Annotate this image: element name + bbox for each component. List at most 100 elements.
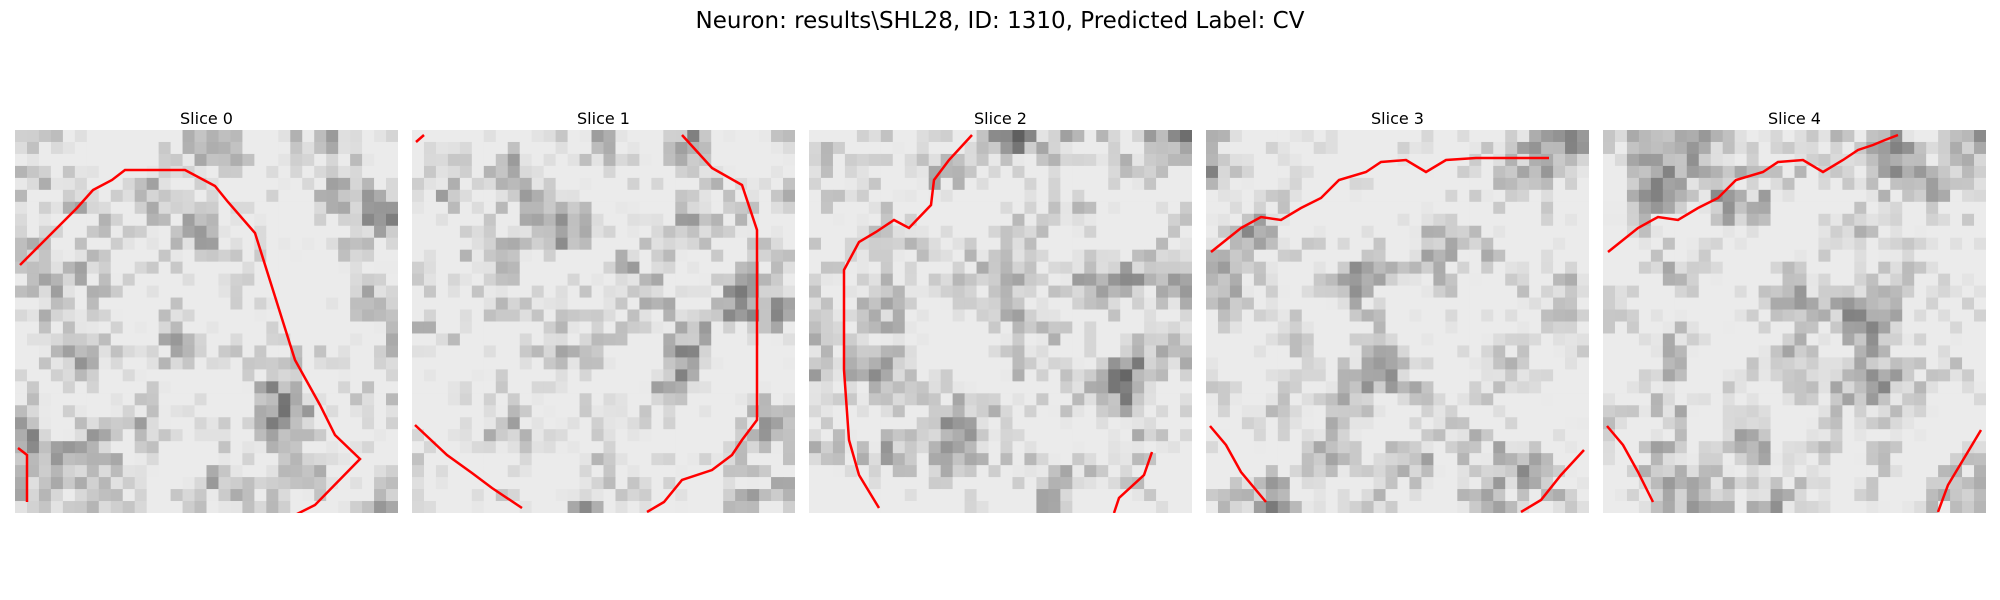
image-pixel [687, 130, 700, 143]
image-pixel [374, 501, 387, 513]
image-pixel [952, 130, 966, 143]
image-pixel [844, 141, 858, 155]
image-pixel [374, 213, 387, 227]
image-pixel [1036, 201, 1049, 215]
image-pixel [26, 213, 40, 227]
image-pixel [278, 273, 291, 287]
image-pixel [412, 453, 425, 466]
image-pixel [1024, 405, 1038, 418]
image-pixel [1144, 201, 1157, 215]
image-pixel [627, 153, 641, 167]
image-pixel [134, 465, 148, 478]
image-pixel [122, 297, 136, 311]
image-pixel [651, 405, 664, 418]
image-pixel [314, 381, 327, 394]
slice-image-0 [15, 130, 398, 513]
image-pixel [723, 489, 736, 502]
image-pixel [952, 321, 966, 335]
image-pixel [735, 465, 748, 478]
red-contour-2 [842, 134, 1154, 513]
slice-title-1: Slice 1 [577, 109, 630, 128]
image-pixel [15, 165, 28, 179]
image-pixel [242, 141, 255, 155]
image-pixel [110, 369, 124, 382]
image-pixel [350, 477, 363, 490]
image-pixel [759, 441, 772, 454]
image-pixel [471, 489, 485, 502]
image-pixel [627, 489, 641, 502]
image-pixel [603, 465, 617, 478]
image-pixel [290, 429, 303, 442]
image-pixel [1096, 153, 1109, 167]
image-pixel [809, 477, 822, 490]
image-pixel [447, 237, 461, 251]
image-pixel [809, 465, 822, 478]
image-pixel [1036, 369, 1049, 382]
image-pixel [134, 357, 148, 370]
image-pixel [627, 405, 641, 418]
image-pixel [242, 381, 255, 394]
image-pixel [182, 417, 196, 430]
image-pixel [519, 297, 533, 311]
image-pixel [747, 130, 760, 143]
image-pixel [615, 417, 629, 430]
image-pixel [374, 165, 387, 179]
image-pixel [447, 393, 461, 406]
image-pixel [747, 465, 760, 478]
image-pixel [302, 477, 315, 490]
image-pixel [423, 405, 437, 418]
image-pixel [194, 441, 208, 454]
image-pixel [675, 405, 688, 418]
image-pixel [266, 165, 279, 179]
image-pixel [110, 309, 124, 323]
image-pixel [182, 441, 196, 454]
image-pixel [651, 130, 664, 143]
image-pixel [809, 213, 822, 227]
image-pixel [447, 333, 461, 347]
image-pixel [38, 501, 52, 513]
image-pixel [1012, 141, 1026, 155]
image-pixel [928, 333, 942, 347]
image-pixel [194, 237, 208, 251]
image-pixel [639, 333, 652, 347]
image-pixel [1012, 273, 1026, 287]
image-pixel [495, 130, 509, 143]
image-pixel [1084, 249, 1097, 263]
image-pixel [1072, 453, 1085, 466]
image-pixel [639, 453, 652, 466]
image-pixel [1180, 453, 1192, 466]
image-pixel [1084, 381, 1097, 394]
image-pixel [759, 477, 772, 490]
image-pixel [182, 501, 196, 513]
image-pixel [1144, 177, 1157, 191]
image-pixel [1108, 213, 1121, 227]
image-pixel [170, 225, 184, 239]
image-pixel [471, 369, 485, 382]
image-pixel [423, 333, 437, 347]
image-pixel [158, 453, 172, 466]
image-pixel [206, 393, 220, 406]
image-pixel [579, 225, 593, 239]
image-pixel [495, 369, 509, 382]
image-pixel [110, 465, 124, 478]
image-pixel [435, 165, 449, 179]
image-pixel [266, 405, 279, 418]
image-pixel [627, 249, 641, 263]
image-pixel [1024, 249, 1038, 263]
image-pixel [314, 369, 327, 382]
image-pixel [62, 357, 76, 370]
image-pixel [1024, 357, 1038, 370]
image-pixel [1024, 177, 1038, 191]
image-pixel [374, 441, 387, 454]
image-pixel [627, 429, 641, 442]
image-pixel [326, 381, 339, 394]
image-pixel [254, 213, 267, 227]
image-pixel [531, 165, 545, 179]
image-pixel [651, 453, 664, 466]
image-pixel [326, 130, 339, 143]
image-pixel [856, 213, 870, 227]
image-pixel [1132, 141, 1145, 155]
image-pixel [687, 429, 700, 442]
image-pixel [374, 225, 387, 239]
image-pixel [964, 189, 978, 203]
